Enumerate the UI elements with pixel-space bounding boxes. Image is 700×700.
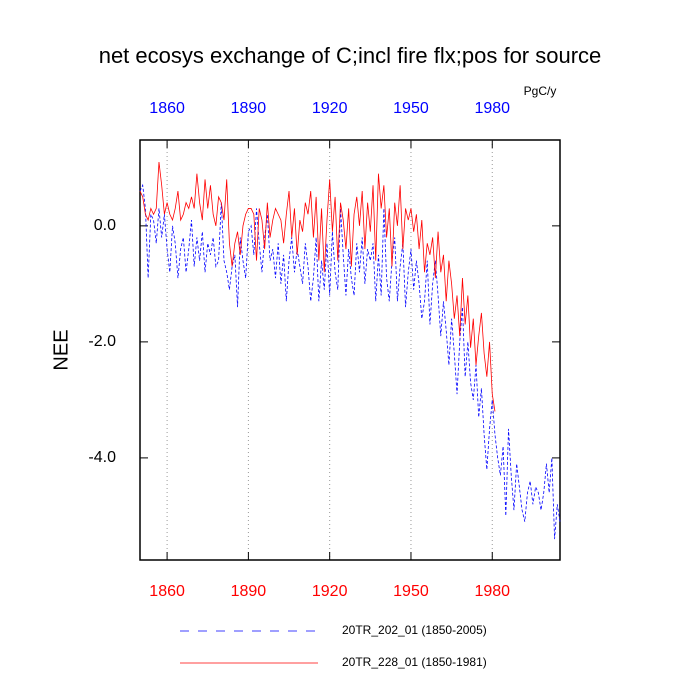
y-tick-label: -2.0 — [88, 333, 116, 350]
x-tick-label: 1860 — [149, 583, 185, 600]
series-line — [139, 183, 561, 540]
y-axis-label: NEE — [50, 329, 72, 370]
y-tick-label: -4.0 — [88, 449, 116, 466]
y-tick-label: 0.0 — [94, 217, 116, 234]
x-tick-label: 1980 — [474, 583, 510, 600]
chart-title: net ecosys exchange of C;incl fire flx;p… — [99, 43, 602, 68]
x-tick-label: 1920 — [312, 583, 348, 600]
x-top-tick-label: 1980 — [474, 100, 510, 117]
units-label: PgC/y — [524, 84, 557, 98]
x-top-tick-label: 1890 — [231, 100, 267, 117]
x-tick-label: 1890 — [231, 583, 267, 600]
legend-label: 20TR_228_01 (1850-1981) — [342, 655, 487, 669]
legend-label: 20TR_202_01 (1850-2005) — [342, 623, 487, 637]
x-top-tick-label: 1860 — [149, 100, 185, 117]
series-line — [139, 161, 496, 412]
plot-frame — [139, 139, 561, 561]
x-top-tick-label: 1950 — [393, 100, 429, 117]
x-tick-label: 1950 — [393, 583, 429, 600]
x-top-tick-label: 1920 — [312, 100, 348, 117]
